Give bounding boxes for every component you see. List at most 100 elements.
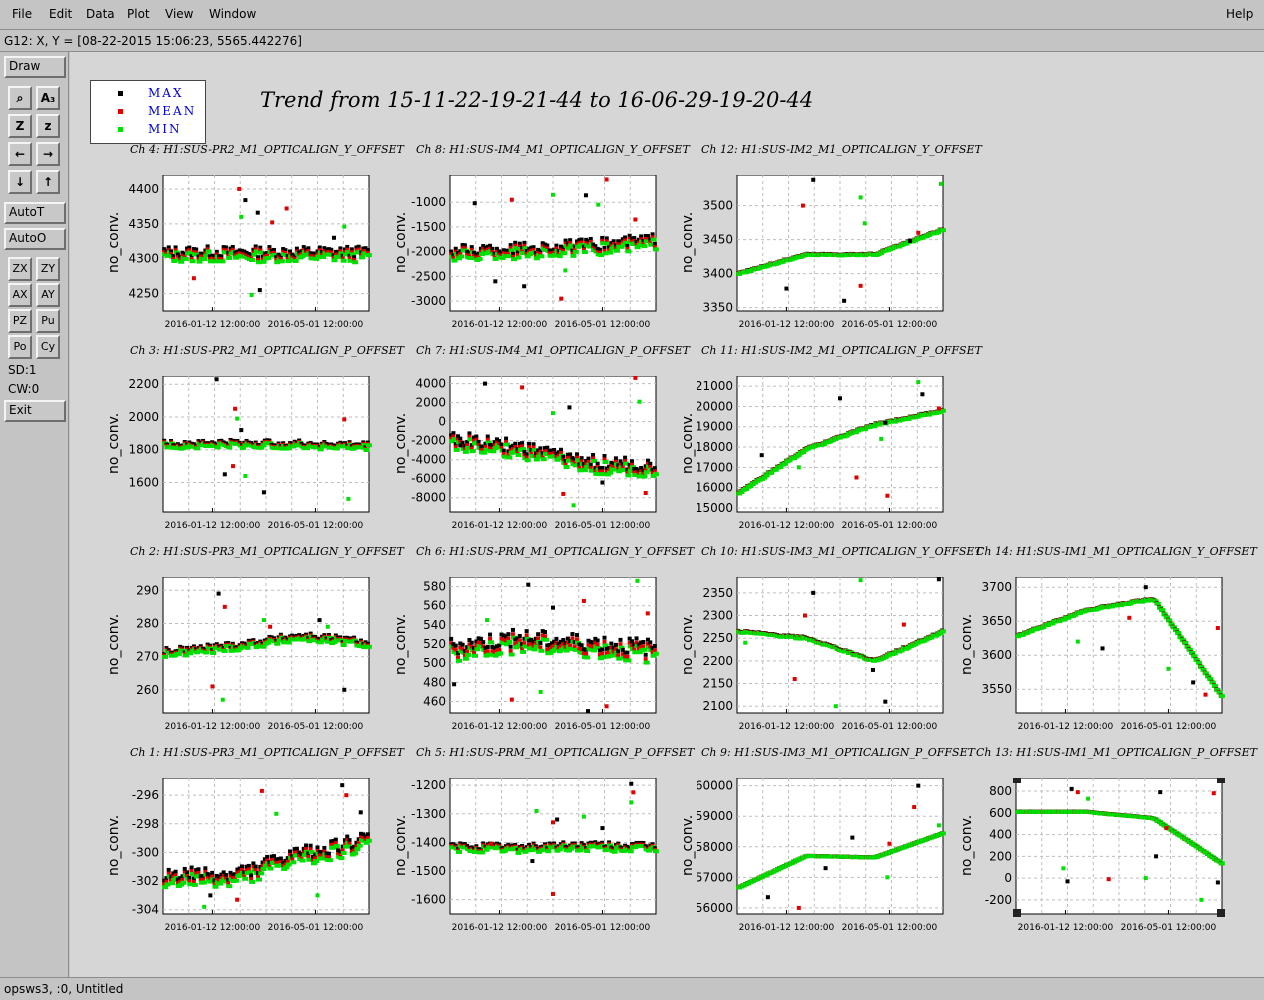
max-point [526,246,531,251]
chart-ch-4[interactable]: -8000-6000-4000-20000200040002016-01-12 … [410,376,660,538]
autoo-button[interactable]: AutoO [4,228,66,250]
chart-ch-5[interactable]: 150001600017000180001900020000210002016-… [697,376,947,538]
x-tick-label: 2016-01-12 12:00:00 [452,722,548,732]
mean-point [559,296,564,301]
x-tick-label: 2016-01-12 12:00:00 [739,521,835,531]
arrow-down-button[interactable]: ↓ [8,170,32,194]
max-point [214,249,219,254]
mean-point [196,257,201,262]
mean-point [217,878,222,883]
chart-title: Ch 9: H1:SUS-IM3_M1_OPTICALIGN_P_OFFSET [701,746,975,759]
menu-view[interactable]: View [165,7,193,21]
max-point [294,246,299,251]
max-point [178,254,183,259]
max-point [481,244,486,249]
mean-point [272,857,277,862]
mean-point [191,276,196,281]
x-tick-label: 2016-05-01 12:00:00 [555,923,651,933]
max-point [242,249,247,254]
selection-handle[interactable] [1217,909,1225,917]
min-point [260,644,267,649]
zoom-out-button[interactable]: z [36,114,60,138]
tool-pu-label: Pu [41,314,55,327]
min-point [345,446,352,451]
mean-point [588,644,593,649]
min-point [510,257,517,262]
mean-point [575,455,580,460]
menu-edit[interactable]: Edit [49,7,72,21]
tool-pz-button[interactable]: PZ [8,309,32,333]
arrow-right-button[interactable]: → [36,142,60,166]
min-point [1195,660,1202,665]
autot-button[interactable]: AutoT [4,202,66,224]
min-point [616,656,623,661]
max-point [588,462,593,467]
mean-point [175,255,180,260]
tool-zy-button[interactable]: ZY [36,257,60,281]
max-point [1158,790,1163,795]
min-point [365,644,372,649]
min-point [577,848,584,853]
max-point [493,279,498,284]
tool-pu-button[interactable]: Pu [36,309,60,333]
min-point [325,624,330,629]
max-point [342,247,347,252]
mean-point [609,244,614,249]
max-point [545,445,550,450]
mean-point [467,642,472,647]
selection-handle[interactable] [1013,778,1021,783]
arrow-up-button[interactable]: ↑ [36,170,60,194]
mean-point [488,446,493,451]
y-tick-label: 270 [136,650,159,664]
max-point [597,466,602,471]
zoom-in-button[interactable]: Z [8,114,32,138]
exit-button[interactable]: Exit [4,400,66,422]
draw-button[interactable]: Draw [4,56,66,78]
min-point [207,879,214,884]
menu-help[interactable]: Help [1226,7,1253,21]
menu-data[interactable]: Data [86,7,115,21]
mean-point [356,840,361,845]
menu-window[interactable]: Window [209,7,256,21]
mean-point [352,848,357,853]
mean-point [288,853,293,858]
tool-ay-button[interactable]: AY [36,283,60,307]
mean-point [604,177,609,182]
max-point [542,630,547,635]
tool-po-button[interactable]: Po [8,335,32,359]
mean-point [363,837,368,842]
mean-point [858,283,863,288]
min-point [249,879,256,884]
tool-as-button[interactable]: A₃ [36,86,60,110]
tool-ax-button[interactable]: AX [8,283,32,307]
mean-point [460,246,465,251]
menu-file[interactable]: File [12,7,32,21]
selection-handle[interactable] [1217,778,1225,783]
tool-zx-button[interactable]: ZX [8,257,32,281]
menu-plot[interactable]: Plot [127,7,150,21]
min-point [1040,625,1047,630]
mean-point [260,864,265,869]
y-tick-label: 2300 [702,609,733,623]
tool-cy-button[interactable]: Cy [36,335,60,359]
mean-point [476,443,481,448]
min-point [938,181,943,186]
tool-pick-button[interactable]: ⌕ [8,86,32,110]
y-tick-label: 2000 [128,410,159,424]
mean-point [453,249,458,254]
arrow-left-button[interactable]: ← [8,142,32,166]
selection-handle[interactable] [1013,909,1021,917]
mean-point [522,641,527,646]
